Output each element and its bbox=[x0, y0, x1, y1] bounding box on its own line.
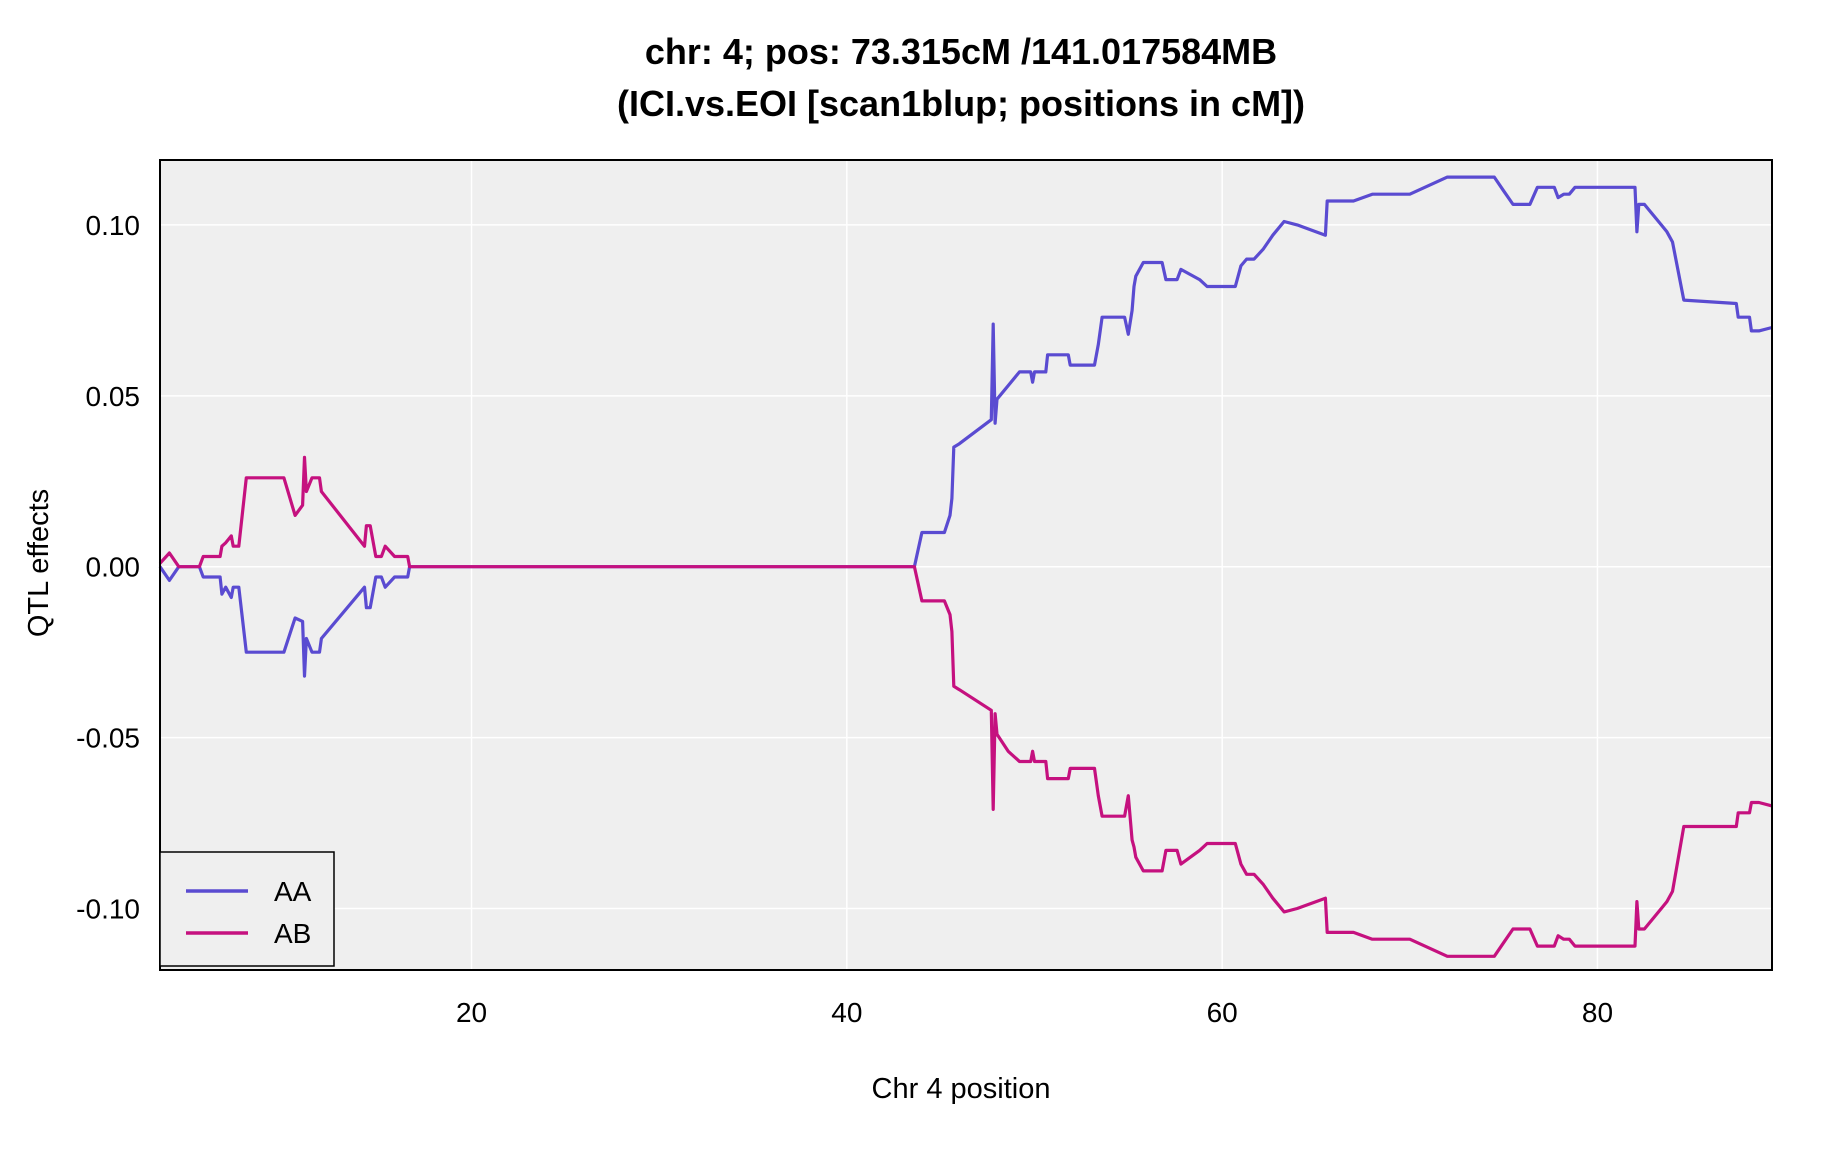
y-tick-label-4: -0.10 bbox=[76, 893, 140, 924]
x-axis-label: Chr 4 position bbox=[872, 1073, 1051, 1105]
plot-border bbox=[159, 159, 1773, 971]
chart-subtitle: (ICI.vs.EOI [scan1blup; positions in cM]… bbox=[617, 83, 1305, 124]
x-axis-ticks: 20 40 60 80 bbox=[456, 997, 1613, 1028]
y-axis-ticks: 0.10 0.05 0.00 -0.05 -0.10 bbox=[76, 210, 140, 925]
plot-panel bbox=[160, 160, 1772, 970]
x-tick-label-0: 20 bbox=[456, 997, 487, 1028]
legend: AA AB bbox=[159, 851, 335, 967]
y-axis-label: QTL effects bbox=[23, 489, 55, 637]
legend-label-ab: AB bbox=[274, 918, 311, 949]
chart-title: chr: 4; pos: 73.315cM /141.017584MB bbox=[645, 31, 1277, 72]
legend-box bbox=[159, 851, 335, 967]
x-tick-label-1: 40 bbox=[831, 997, 862, 1028]
series-line-aa bbox=[158, 175, 1773, 678]
legend-label-aa: AA bbox=[274, 876, 312, 907]
series-lines bbox=[158, 175, 1773, 958]
y-tick-label-2: 0.00 bbox=[86, 552, 141, 583]
y-tick-label-1: 0.05 bbox=[86, 381, 141, 412]
x-tick-label-3: 80 bbox=[1582, 997, 1613, 1028]
x-tick-label-2: 60 bbox=[1207, 997, 1238, 1028]
y-tick-label-0: 0.10 bbox=[86, 210, 141, 241]
series-line-ab bbox=[158, 455, 1773, 958]
y-tick-label-3: -0.05 bbox=[76, 723, 140, 754]
